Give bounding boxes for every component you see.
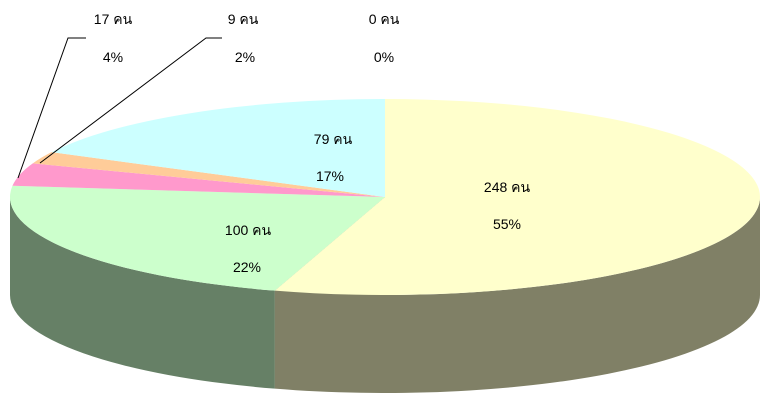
leader-line-slice-2: [17, 37, 86, 179]
slice-label-count-4: 0 คน: [369, 11, 400, 27]
leader-line-slice-3: [39, 37, 222, 164]
slice-label-percent-0: 55%: [493, 216, 521, 232]
slice-top-5: [51, 99, 385, 197]
slice-top-3: [32, 152, 386, 197]
slice-label-count-2: 17 คน: [94, 11, 133, 27]
leader-lines: [17, 37, 222, 179]
slice-label-count-0: 248 คน: [484, 179, 531, 195]
slice-top-0: [274, 99, 760, 295]
slice-label-count-3: 9 คน: [228, 11, 259, 27]
slice-label-count-1: 100 คน: [225, 222, 272, 238]
slice-label-count-5: 79 คน: [314, 131, 353, 147]
slice-side-1: [10, 197, 275, 389]
slice-label-percent-4: 0%: [374, 49, 394, 65]
slice-side-0: [274, 197, 760, 393]
slice-top-1: [10, 185, 385, 291]
slice-label-percent-2: 4%: [103, 49, 123, 65]
slice-label-percent-1: 22%: [233, 259, 261, 275]
slice-label-percent-5: 17%: [316, 168, 344, 184]
slice-top-2: [12, 163, 385, 197]
slice-label-percent-3: 2%: [235, 49, 255, 65]
pie-labels: 248 คน 55% 100 คน 22% 17 คน 4% 9 คน 2% 0…: [94, 11, 531, 275]
pie-slices: [10, 99, 760, 295]
